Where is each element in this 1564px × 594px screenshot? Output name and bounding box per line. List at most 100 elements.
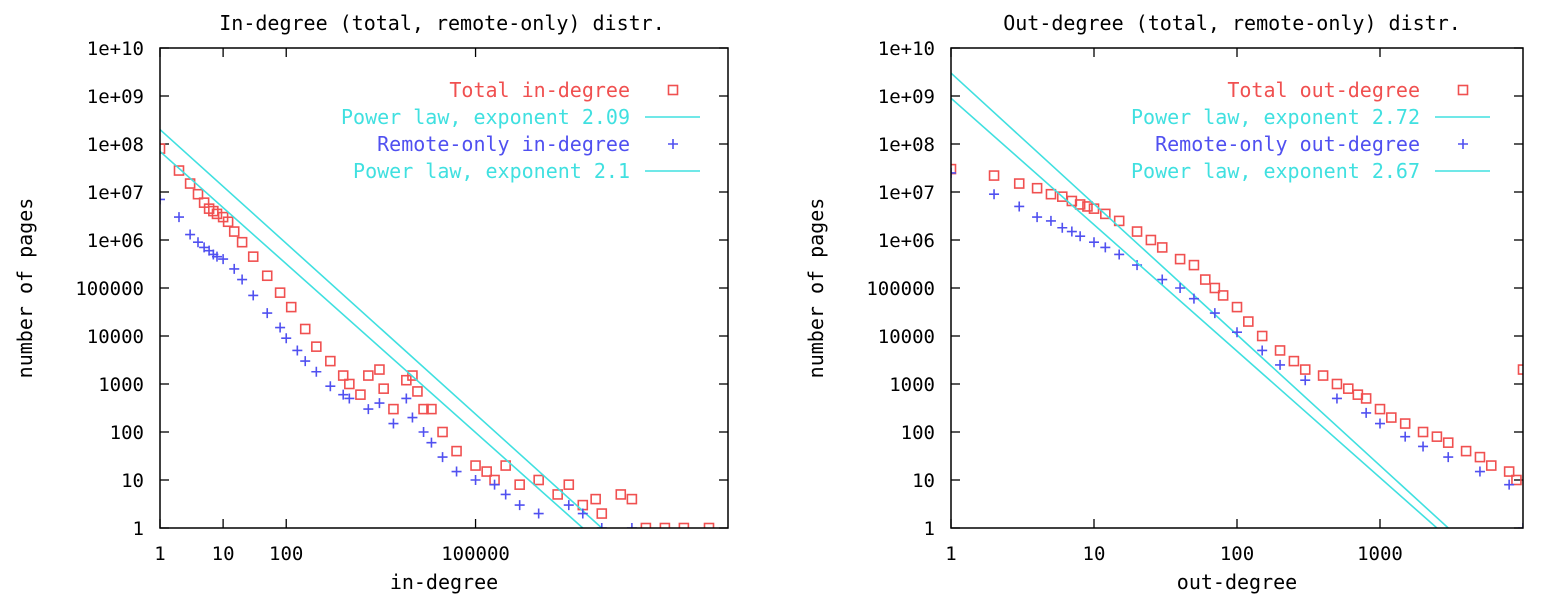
remote-point xyxy=(514,500,525,511)
x-tick-label: 10 xyxy=(1083,543,1106,565)
remote-point xyxy=(401,393,412,404)
remote-point xyxy=(1331,393,1342,404)
remote-point xyxy=(311,366,322,377)
y-tick-label: 10000 xyxy=(87,326,144,348)
remote-point xyxy=(1032,212,1043,223)
total-point xyxy=(299,323,311,335)
series-line xyxy=(951,97,1438,528)
total-point xyxy=(1045,188,1057,200)
remote-point xyxy=(262,308,273,319)
remote-point xyxy=(1443,452,1454,463)
total-point xyxy=(1299,364,1311,375)
y-tick-label: 1e+06 xyxy=(878,230,935,252)
series-line xyxy=(951,72,1449,528)
total-point xyxy=(615,489,627,500)
total-point xyxy=(552,489,563,500)
power-law-line xyxy=(160,150,584,528)
series-line xyxy=(160,128,603,528)
total-point xyxy=(626,493,638,505)
remote-point xyxy=(1175,283,1186,293)
y-tick-label: 1e+06 xyxy=(87,230,144,252)
total-point xyxy=(1231,301,1243,313)
remote-point xyxy=(1474,466,1485,477)
y-tick-label: 10000 xyxy=(878,326,935,348)
total-point xyxy=(1317,370,1329,381)
remote-point xyxy=(1300,375,1311,386)
y-tick-label: 1e+10 xyxy=(878,38,935,60)
remote-point xyxy=(1114,249,1125,260)
remote-point xyxy=(1209,308,1220,319)
plot-area xyxy=(160,128,715,528)
remote-point xyxy=(563,500,574,511)
remote-point xyxy=(470,475,481,485)
legend-label: Power law, exponent 2.72 xyxy=(1131,105,1420,129)
remote-point xyxy=(626,523,637,528)
y-axis-label: number of pages xyxy=(804,198,828,379)
remote-point xyxy=(1257,345,1268,356)
remote-point xyxy=(218,254,229,265)
remote-point xyxy=(211,251,222,262)
power-law-line xyxy=(951,72,1449,528)
series-points xyxy=(951,163,1523,486)
remote-point xyxy=(437,452,448,463)
total-point xyxy=(1256,330,1268,342)
remote-point xyxy=(363,404,374,415)
total-point xyxy=(208,205,219,217)
legend: Total out-degree Power law, exponent 2.72… xyxy=(1131,78,1490,183)
remote-point xyxy=(229,263,240,274)
total-point xyxy=(1156,242,1168,253)
total-point xyxy=(640,522,652,528)
total-point xyxy=(678,522,690,528)
total-point xyxy=(1100,208,1111,220)
remote-point xyxy=(237,274,248,285)
total-point xyxy=(1360,393,1372,404)
total-point xyxy=(988,170,1000,181)
y-tick-label: 1e+07 xyxy=(878,182,935,204)
total-point xyxy=(437,426,448,438)
series-points xyxy=(160,143,715,528)
remote-point xyxy=(1188,293,1199,304)
total-point xyxy=(1485,460,1497,471)
y-tick-label: 1e+10 xyxy=(87,38,144,60)
total-point xyxy=(1074,199,1086,210)
total-point xyxy=(1386,412,1397,423)
remote-point xyxy=(489,479,500,490)
remote-point xyxy=(292,345,303,356)
remote-point xyxy=(1075,231,1086,242)
y-tick-label: 1e+07 xyxy=(87,182,144,204)
plot-frame xyxy=(950,47,1524,529)
y-tick-label: 100000 xyxy=(866,278,935,300)
y-tick-label: 1e+08 xyxy=(878,134,935,156)
chart-title: Out-degree (total, remote-only) distr. xyxy=(1003,11,1461,35)
remote-point xyxy=(426,437,437,448)
total-point xyxy=(355,389,366,400)
remote-point xyxy=(338,389,349,400)
total-point xyxy=(1374,403,1386,415)
remote-point xyxy=(1157,274,1168,285)
legend-marker-swatch xyxy=(1457,84,1469,96)
total-point xyxy=(1460,445,1472,457)
total-point xyxy=(703,522,715,528)
remote-point xyxy=(192,237,203,248)
x-axis-label: in-degree xyxy=(390,570,498,594)
total-point xyxy=(418,403,429,415)
total-point xyxy=(590,493,601,505)
remote-point xyxy=(275,322,286,333)
total-point xyxy=(596,508,608,519)
total-point xyxy=(1113,215,1125,227)
series-points xyxy=(160,194,637,528)
x-tick-label: 100 xyxy=(269,543,303,565)
total-point xyxy=(247,251,259,262)
y-tick-label: 10 xyxy=(121,470,144,492)
total-point xyxy=(236,236,248,248)
total-point xyxy=(1145,234,1157,246)
remote-point xyxy=(344,393,355,404)
total-point xyxy=(412,386,423,397)
total-point xyxy=(563,479,575,490)
remote-point xyxy=(1375,418,1385,429)
y-tick-label: 1000 xyxy=(98,374,144,396)
total-point xyxy=(1217,290,1229,301)
x-tick-label: 10 xyxy=(212,543,235,565)
remote-point xyxy=(281,333,292,344)
